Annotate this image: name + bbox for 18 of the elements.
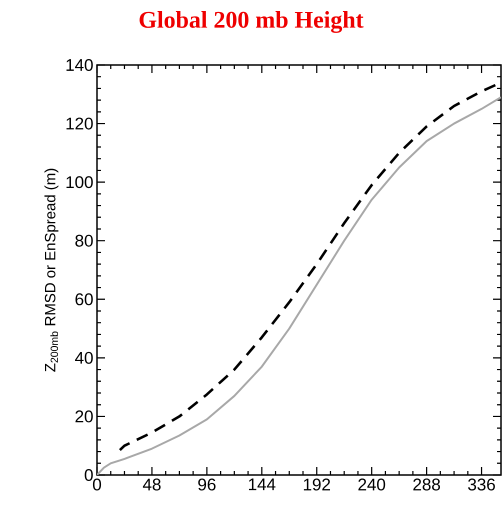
x-tick-label: 144 (248, 478, 276, 490)
chart-title: Global 200 mb Height (140, 11, 364, 33)
y-tick-label: 40 (75, 352, 93, 364)
y-tick-label: 80 (75, 234, 93, 247)
y-tick-label: 140 (66, 59, 93, 71)
x-tick-label: 48 (142, 478, 161, 491)
y-tick-label: 20 (76, 410, 93, 422)
x-tick-label: 192 (304, 478, 330, 491)
x-tick-label: 0 (92, 478, 102, 491)
y-tick-label: 60 (76, 293, 93, 306)
x-tick-label: 240 (358, 478, 386, 491)
y-axis-title: Z$_{200mb}$ RMSD or EnSpread (m) (44, 168, 58, 372)
y-tick-label: 120 (66, 118, 93, 130)
x-tick-label: 336 (468, 478, 495, 491)
x-tick-label: 96 (198, 478, 216, 491)
y-tick-label: 100 (66, 176, 93, 188)
y-tick-label: 0 (84, 469, 93, 481)
x-tick-label: 288 (413, 478, 440, 491)
